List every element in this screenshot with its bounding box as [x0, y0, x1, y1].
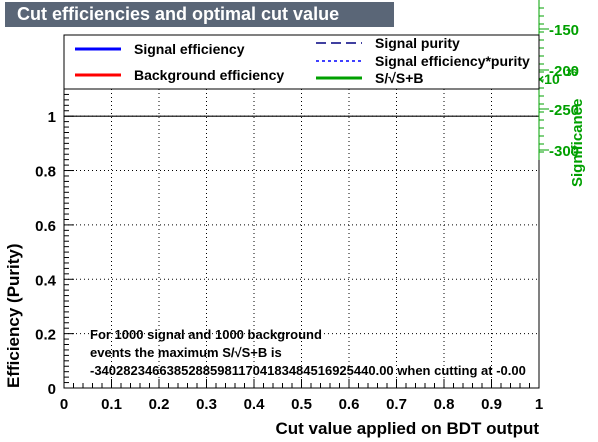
x-tick-label: 1	[535, 396, 543, 413]
y-tick-label: 1	[48, 109, 56, 126]
y-tick-label: 0.6	[35, 218, 56, 235]
x-axis-label: Cut value applied on BDT output	[276, 419, 540, 438]
y2-exponent-power: 36	[566, 68, 578, 79]
x-tick-label: 0.9	[481, 396, 502, 413]
y-tick-label: 0.4	[35, 272, 57, 289]
x-tick-label: 0.6	[339, 396, 360, 413]
legend-label: S/√S+B	[375, 70, 424, 86]
y2-tick-label: -150	[549, 22, 579, 39]
x-tick-label: 0.7	[386, 396, 407, 413]
annotation-line: For 1000 signal and 1000 background	[90, 327, 322, 342]
x-tick-label: 0.5	[291, 396, 312, 413]
legend-label: Signal purity	[375, 35, 460, 51]
legend-label: Background efficiency	[134, 67, 284, 83]
y-tick-label: 0	[48, 381, 56, 398]
annotation-line: events the maximum S/√S+B is	[90, 345, 282, 360]
y2-axis-label: Significance	[569, 99, 586, 187]
y-tick-label: 0.8	[35, 164, 56, 181]
legend-label: Signal efficiency	[134, 41, 245, 57]
x-tick-label: 0	[60, 396, 68, 413]
annotation-line: -340282346638528859811704183484516925440…	[90, 363, 526, 378]
y-tick-label: 0.2	[35, 327, 56, 344]
x-tick-label: 0.1	[101, 396, 122, 413]
y-axis-label: Efficiency (Purity)	[4, 243, 23, 388]
x-tick-label: 0.8	[434, 396, 455, 413]
x-tick-label: 0.4	[244, 396, 266, 413]
y2-exponent: ×10	[536, 71, 560, 87]
x-tick-label: 0.3	[196, 396, 217, 413]
legend-label: Signal efficiency*purity	[375, 53, 530, 69]
x-tick-label: 0.2	[149, 396, 170, 413]
